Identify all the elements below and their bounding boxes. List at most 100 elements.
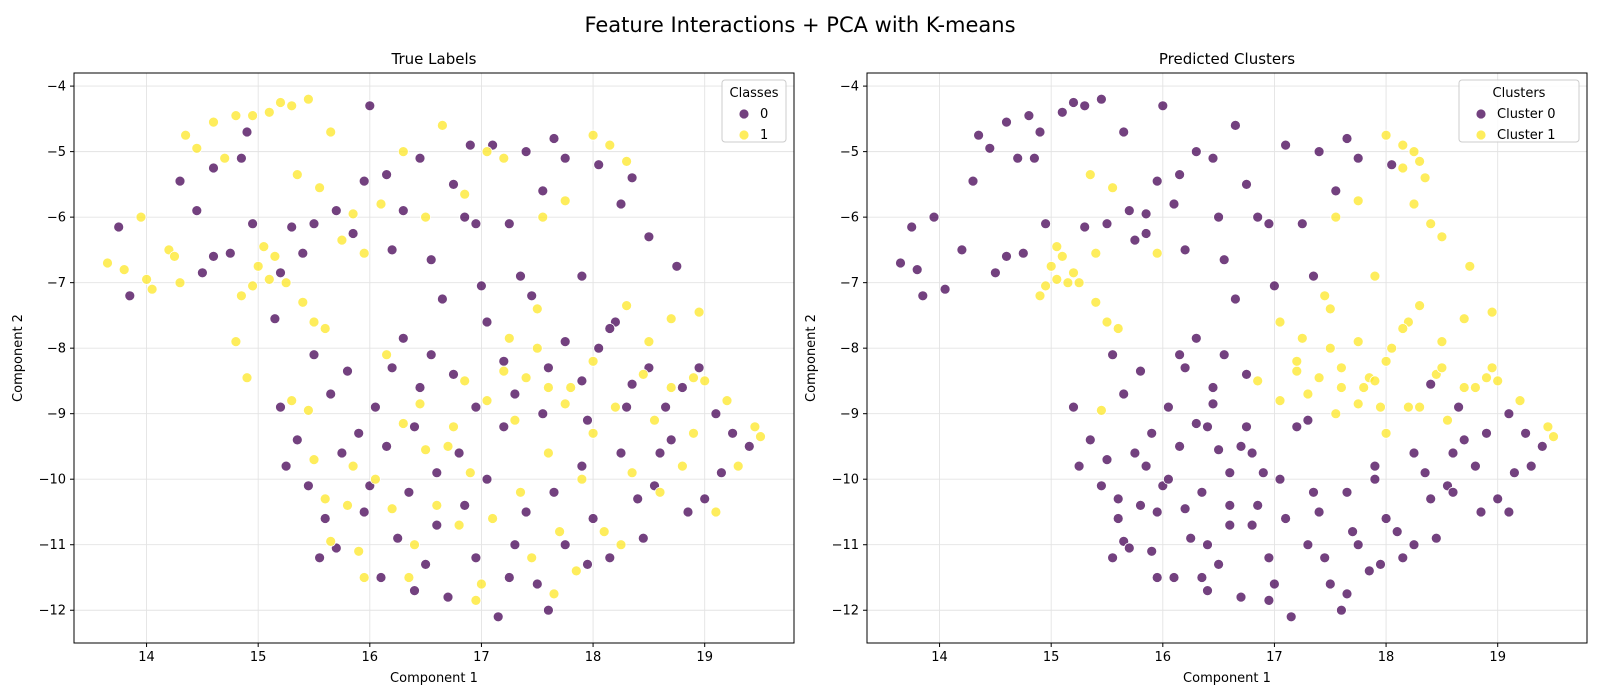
data-point [1218,349,1230,361]
data-point [1269,578,1280,590]
figure-suptitle: Feature Interactions + PCA with K-means [584,13,1015,37]
x-tick-label: 14 [138,650,155,665]
data-point [1168,198,1180,210]
y-tick-label: −11 [832,538,859,553]
data-point [397,146,409,158]
data-point [604,323,616,334]
y-tick-label: −5 [840,145,859,160]
data-point [637,532,649,544]
data-point [1140,460,1152,472]
data-point [1235,440,1247,452]
data-point [1291,355,1303,367]
data-point [1481,372,1492,384]
data-point [1414,300,1425,312]
data-point [448,178,459,190]
data-point [1096,404,1107,416]
data-point [280,277,292,289]
data-point [1352,539,1364,551]
data-point [587,513,599,524]
data-point [559,152,571,164]
p1-axes-frame [866,72,1588,644]
x-tick-label: 17 [473,650,490,665]
data-point [1347,526,1358,537]
y-tick-label: −9 [47,407,66,422]
data-point [358,506,370,518]
data-point [1168,572,1180,583]
series-0 [113,100,755,623]
data-point [1453,401,1464,413]
data-point [1001,116,1012,128]
data-point [1447,447,1459,459]
data-point [1458,434,1470,446]
data-point [275,401,286,413]
data-point [1062,277,1074,289]
data-point [1151,506,1163,518]
data-point [1129,234,1141,246]
data-point [342,365,353,377]
data-point [1202,585,1213,596]
data-point [967,175,979,187]
data-point [1073,460,1085,472]
data-point [1230,293,1241,305]
data-point [503,572,515,583]
data-point [1051,241,1063,253]
data-point [721,395,733,407]
data-point [610,401,621,413]
data-point [1397,552,1409,564]
data-point [1296,218,1308,230]
data-point [1090,296,1102,308]
data-point [459,375,471,387]
data-point [665,313,677,325]
data-point [1285,611,1297,623]
data-point [381,349,393,361]
data-point [576,460,588,472]
data-point [431,467,443,479]
data-point [615,198,627,210]
data-point [654,486,666,498]
data-point [414,398,426,410]
data-point [1101,316,1113,328]
data-point [269,313,281,325]
data-point [459,188,471,200]
p0-ylabel: Component 2 [11,314,26,402]
data-point [302,93,314,105]
data-point [1112,493,1124,505]
data-point [548,486,560,498]
data-point [208,250,219,262]
data-point [576,270,588,282]
x-tick-label: 15 [250,650,267,665]
data-point [269,250,281,262]
data-point [1079,221,1091,233]
data-point [1040,218,1051,230]
data-point [582,559,593,570]
data-point [503,332,515,344]
data-point [677,460,688,472]
data-point [1336,604,1347,616]
data-point [302,480,314,492]
data-point [498,365,510,377]
data-point [990,267,1001,279]
legend-marker [1475,129,1487,141]
data-point [258,241,270,253]
data-point [543,447,554,459]
data-point [1029,152,1040,164]
data-point [984,142,996,154]
p0-points [102,93,766,623]
data-point [1352,195,1364,207]
data-point [224,247,236,259]
data-point [1369,460,1381,472]
data-point [582,414,593,426]
data-point [397,332,409,344]
data-point [626,378,638,390]
data-point [1380,427,1392,439]
data-point [230,336,242,348]
data-point [693,306,705,318]
data-point [397,205,409,217]
data-point [1520,427,1531,439]
data-point [699,375,711,387]
data-point [576,473,588,485]
data-point [1274,473,1286,485]
data-point [425,254,437,266]
data-point [219,152,231,164]
data-point [353,427,365,439]
